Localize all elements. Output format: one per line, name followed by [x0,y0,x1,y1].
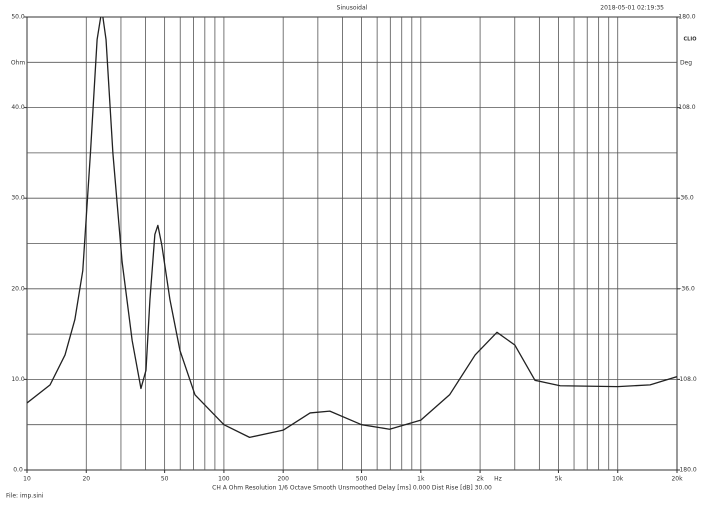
y2-tick-label: 180.0 [678,14,695,21]
x-tick-label: 10k [612,476,624,483]
x-tick-label: 2k [476,476,484,483]
x-tick-label: 20 [82,476,90,483]
y-tick-label: 50.0 [11,14,25,21]
x-tick-label: 10 [23,476,31,483]
x-tick-label: 1k [417,476,425,483]
y2-tick-label: -180.0 [677,467,697,474]
footer: CH A Ohm Resolution 1/6 Octave Smooth Un… [212,485,492,492]
impedance-curve [27,17,677,439]
y-unit: Ohm [11,60,26,67]
y-tick-label: 30.0 [11,195,25,202]
y-tick-label: 20.0 [11,285,25,292]
x-tick-label: 500 [356,476,368,483]
y2-tick-label: 108.0 [678,104,695,111]
x-tick-label: 100 [218,476,230,483]
x-tick-label: 5k [555,476,563,483]
curve-group [27,17,677,439]
y2-unit: Deg [680,60,692,67]
x-tick-label: 50 [161,476,169,483]
x-tick-label: 20k [671,476,683,483]
y-tick-label: 0.0 [13,467,23,474]
timestamp: 2018-05-01 02:19:35 [600,5,664,12]
chart-title: Sinusoidal [337,5,368,12]
y-tick-label: 40.0 [11,104,25,111]
x-unit: Hz [494,476,502,483]
y-tick-label: 10.0 [11,376,25,383]
y2-tick-label: -36.0 [679,285,695,292]
grid [27,17,677,470]
x-tick-label: 200 [277,476,289,483]
y2-tick-label: 36.0 [680,195,694,202]
logo: CLIO [684,37,697,43]
y2-tick-label: -108.0 [677,376,697,383]
file-name: File: imp.sini [6,493,44,500]
